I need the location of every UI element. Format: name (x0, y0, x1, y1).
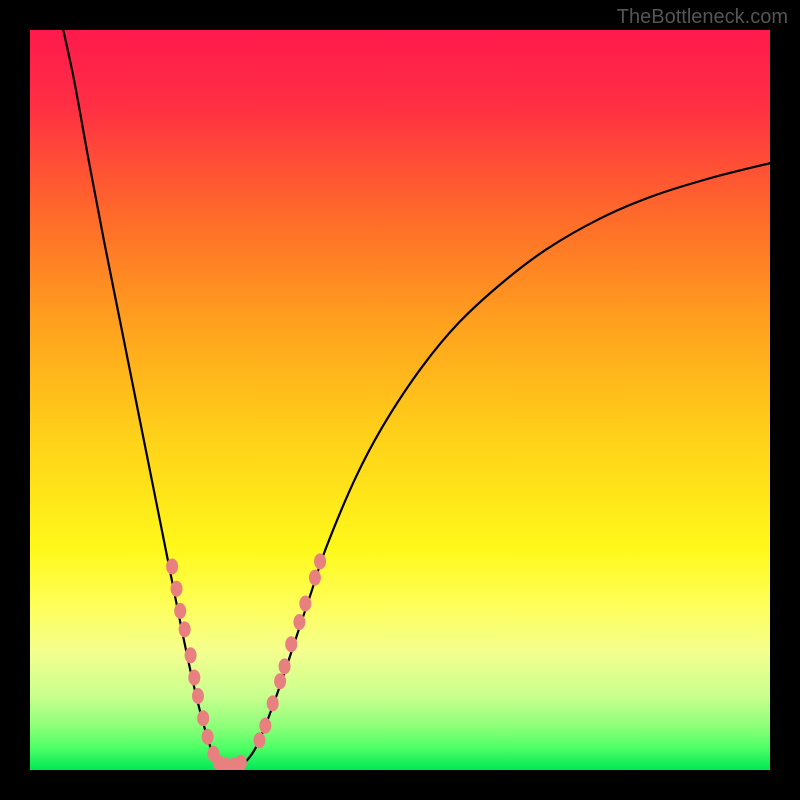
highlight-marker (179, 621, 191, 637)
highlight-marker (192, 688, 204, 704)
chart-svg (30, 30, 770, 770)
chart-frame: TheBottleneck.com (0, 0, 800, 800)
highlight-marker (309, 570, 321, 586)
highlight-marker (285, 636, 297, 652)
highlight-marker (185, 647, 197, 663)
highlight-marker (299, 596, 311, 612)
highlight-marker (253, 732, 265, 748)
highlight-marker (293, 614, 305, 630)
highlight-marker (197, 710, 209, 726)
highlight-marker (174, 603, 186, 619)
highlight-marker (235, 755, 247, 770)
plot-area (30, 30, 770, 770)
highlight-marker (171, 581, 183, 597)
highlight-marker (267, 695, 279, 711)
highlight-marker (188, 670, 200, 686)
highlight-marker (259, 718, 271, 734)
highlight-marker (202, 729, 214, 745)
highlight-marker (274, 673, 286, 689)
watermark-text: TheBottleneck.com (617, 6, 788, 29)
highlight-marker (279, 658, 291, 674)
highlight-marker (314, 553, 326, 569)
highlight-marker (166, 559, 178, 575)
